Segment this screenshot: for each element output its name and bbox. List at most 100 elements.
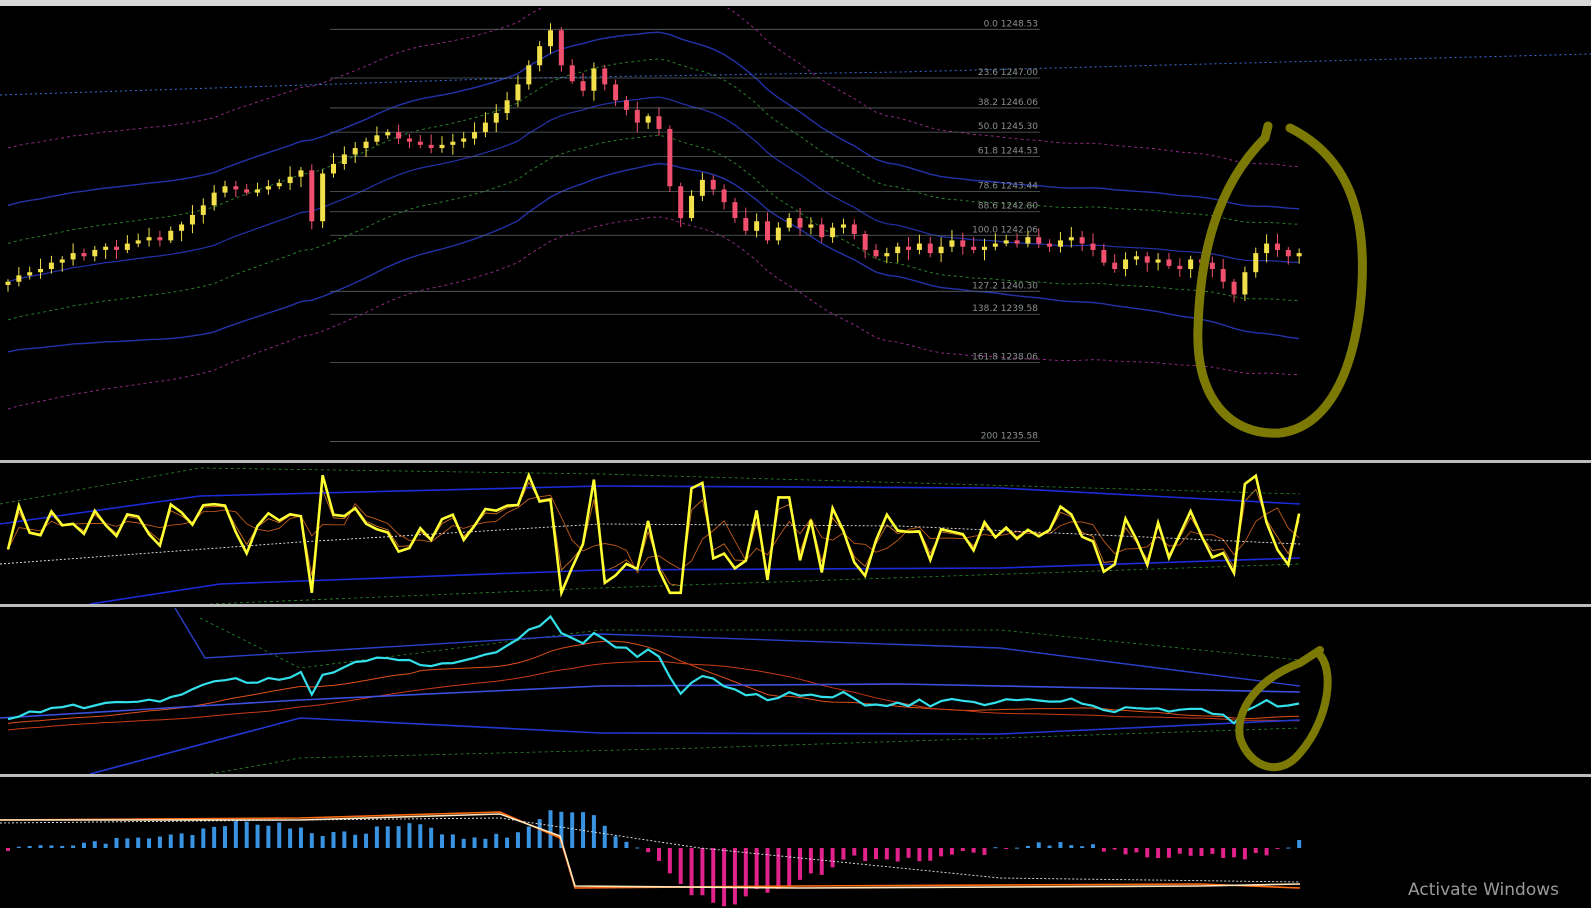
candle-body [558,30,564,66]
candle-body [450,141,456,145]
price-chart-pane[interactable]: 0.0 1248.53 23.6 1247.00 38.2 1246.06 50.0 … [0,8,1591,460]
oscillator-baseline-dotted [0,523,1301,565]
candle-body [1253,253,1259,273]
oscillator-pane[interactable] [0,464,1591,604]
indicator-lower-green [209,727,1301,774]
pane-separator[interactable] [0,460,1591,463]
macd-histogram-bar [960,848,965,852]
lower-band-magenta [7,216,1300,410]
macd-histogram-bar [917,848,922,862]
macd-histogram-bar [1264,848,1269,856]
upper-band-green [7,58,1300,244]
candle-body [92,249,98,257]
candle-body [124,243,130,250]
candle-body [830,227,836,238]
macd-histogram-bar [591,815,596,848]
oscillator-svg [0,467,1301,604]
macd-histogram-bar [667,848,672,874]
candle-body [634,109,640,123]
macd-histogram-bar [949,848,954,855]
candle-body [786,218,792,228]
candle-body [971,246,977,250]
candle-body [689,195,695,219]
candle-body [873,249,879,257]
macd-histogram-bar [863,848,868,862]
indicator-svg [0,608,1332,774]
macd-svg [0,810,1302,907]
macd-histogram-bar [125,838,130,848]
candle-body [298,170,304,177]
macd-histogram-bar [613,836,618,848]
pane-separator[interactable] [0,774,1591,777]
macd-histogram-bar [450,834,455,848]
macd-histogram-bar [60,845,65,848]
candle-body [645,116,651,123]
candle-body [515,84,521,101]
oscillator-lower-band [89,557,1301,604]
macd-histogram-bar [819,848,824,875]
candle-body [1274,243,1280,250]
candle-body [678,186,684,219]
upper-band-blue [7,31,1300,210]
candle-body [1014,240,1020,244]
macd-pane[interactable] [0,778,1591,908]
candle-body [320,173,326,222]
candle-body [135,240,141,244]
candle-body [157,237,163,241]
candle-body [1220,269,1226,282]
lower-band-blue [7,162,1300,353]
macd-histogram-bar [396,826,401,848]
macd-histogram-bar [255,824,260,848]
macd-histogram-bar [266,825,271,848]
macd-histogram-bar [657,848,661,861]
macd-histogram-bar [537,819,542,848]
pane-separator[interactable] [0,604,1591,607]
candle-body [146,237,152,241]
macd-histogram-bar [1015,847,1020,849]
macd-histogram-bar [494,833,499,848]
macd-histogram-bar [1004,848,1009,849]
macd-histogram-bar [874,848,878,860]
annotation-circle-indicator [1235,646,1332,772]
macd-histogram-bar [852,848,857,856]
activate-windows-watermark: Activate Windows [1408,880,1559,900]
macd-histogram-bar [364,833,369,848]
macd-histogram-bar [1080,846,1085,848]
candle-body [1025,237,1031,244]
macd-histogram-bar [808,848,813,874]
macd-histogram-bar [505,837,510,848]
macd-histogram-bar [1199,848,1204,857]
candle-body [656,116,662,129]
candle-body [526,65,532,85]
macd-histogram-bar [1145,848,1150,858]
candle-body [233,186,239,190]
candle-body [710,179,716,190]
macd-histogram-bar [548,810,553,848]
candle-body [1003,240,1009,244]
macd-histogram-bar [776,848,781,889]
candle-body [591,68,597,91]
candle-body [168,230,174,241]
candle-body [743,218,749,231]
macd-histogram-bar [38,845,43,848]
macd-histogram-bar [201,828,206,848]
candle-body [352,148,358,155]
macd-histogram-bar [331,832,336,848]
candle-body [797,218,803,228]
macd-histogram-bar [646,848,651,853]
candle-body [200,205,206,215]
candle-body [5,281,11,285]
fib-level-label: 50.0 1245.30 [978,122,1038,132]
macd-histogram-bar [1188,848,1193,856]
fib-level-label: 78.6 1243.44 [978,181,1038,191]
candle-body [916,243,922,250]
candle-body [374,135,380,142]
macd-histogram-bar [147,838,152,848]
candle-body [16,275,22,282]
macd-histogram-bar [353,834,358,848]
macd-histogram-bar [689,848,694,896]
indicator-lower-band [89,717,1301,774]
macd-histogram-bar [71,845,76,848]
indicator-pane[interactable] [0,608,1591,774]
candle-body [613,84,619,101]
